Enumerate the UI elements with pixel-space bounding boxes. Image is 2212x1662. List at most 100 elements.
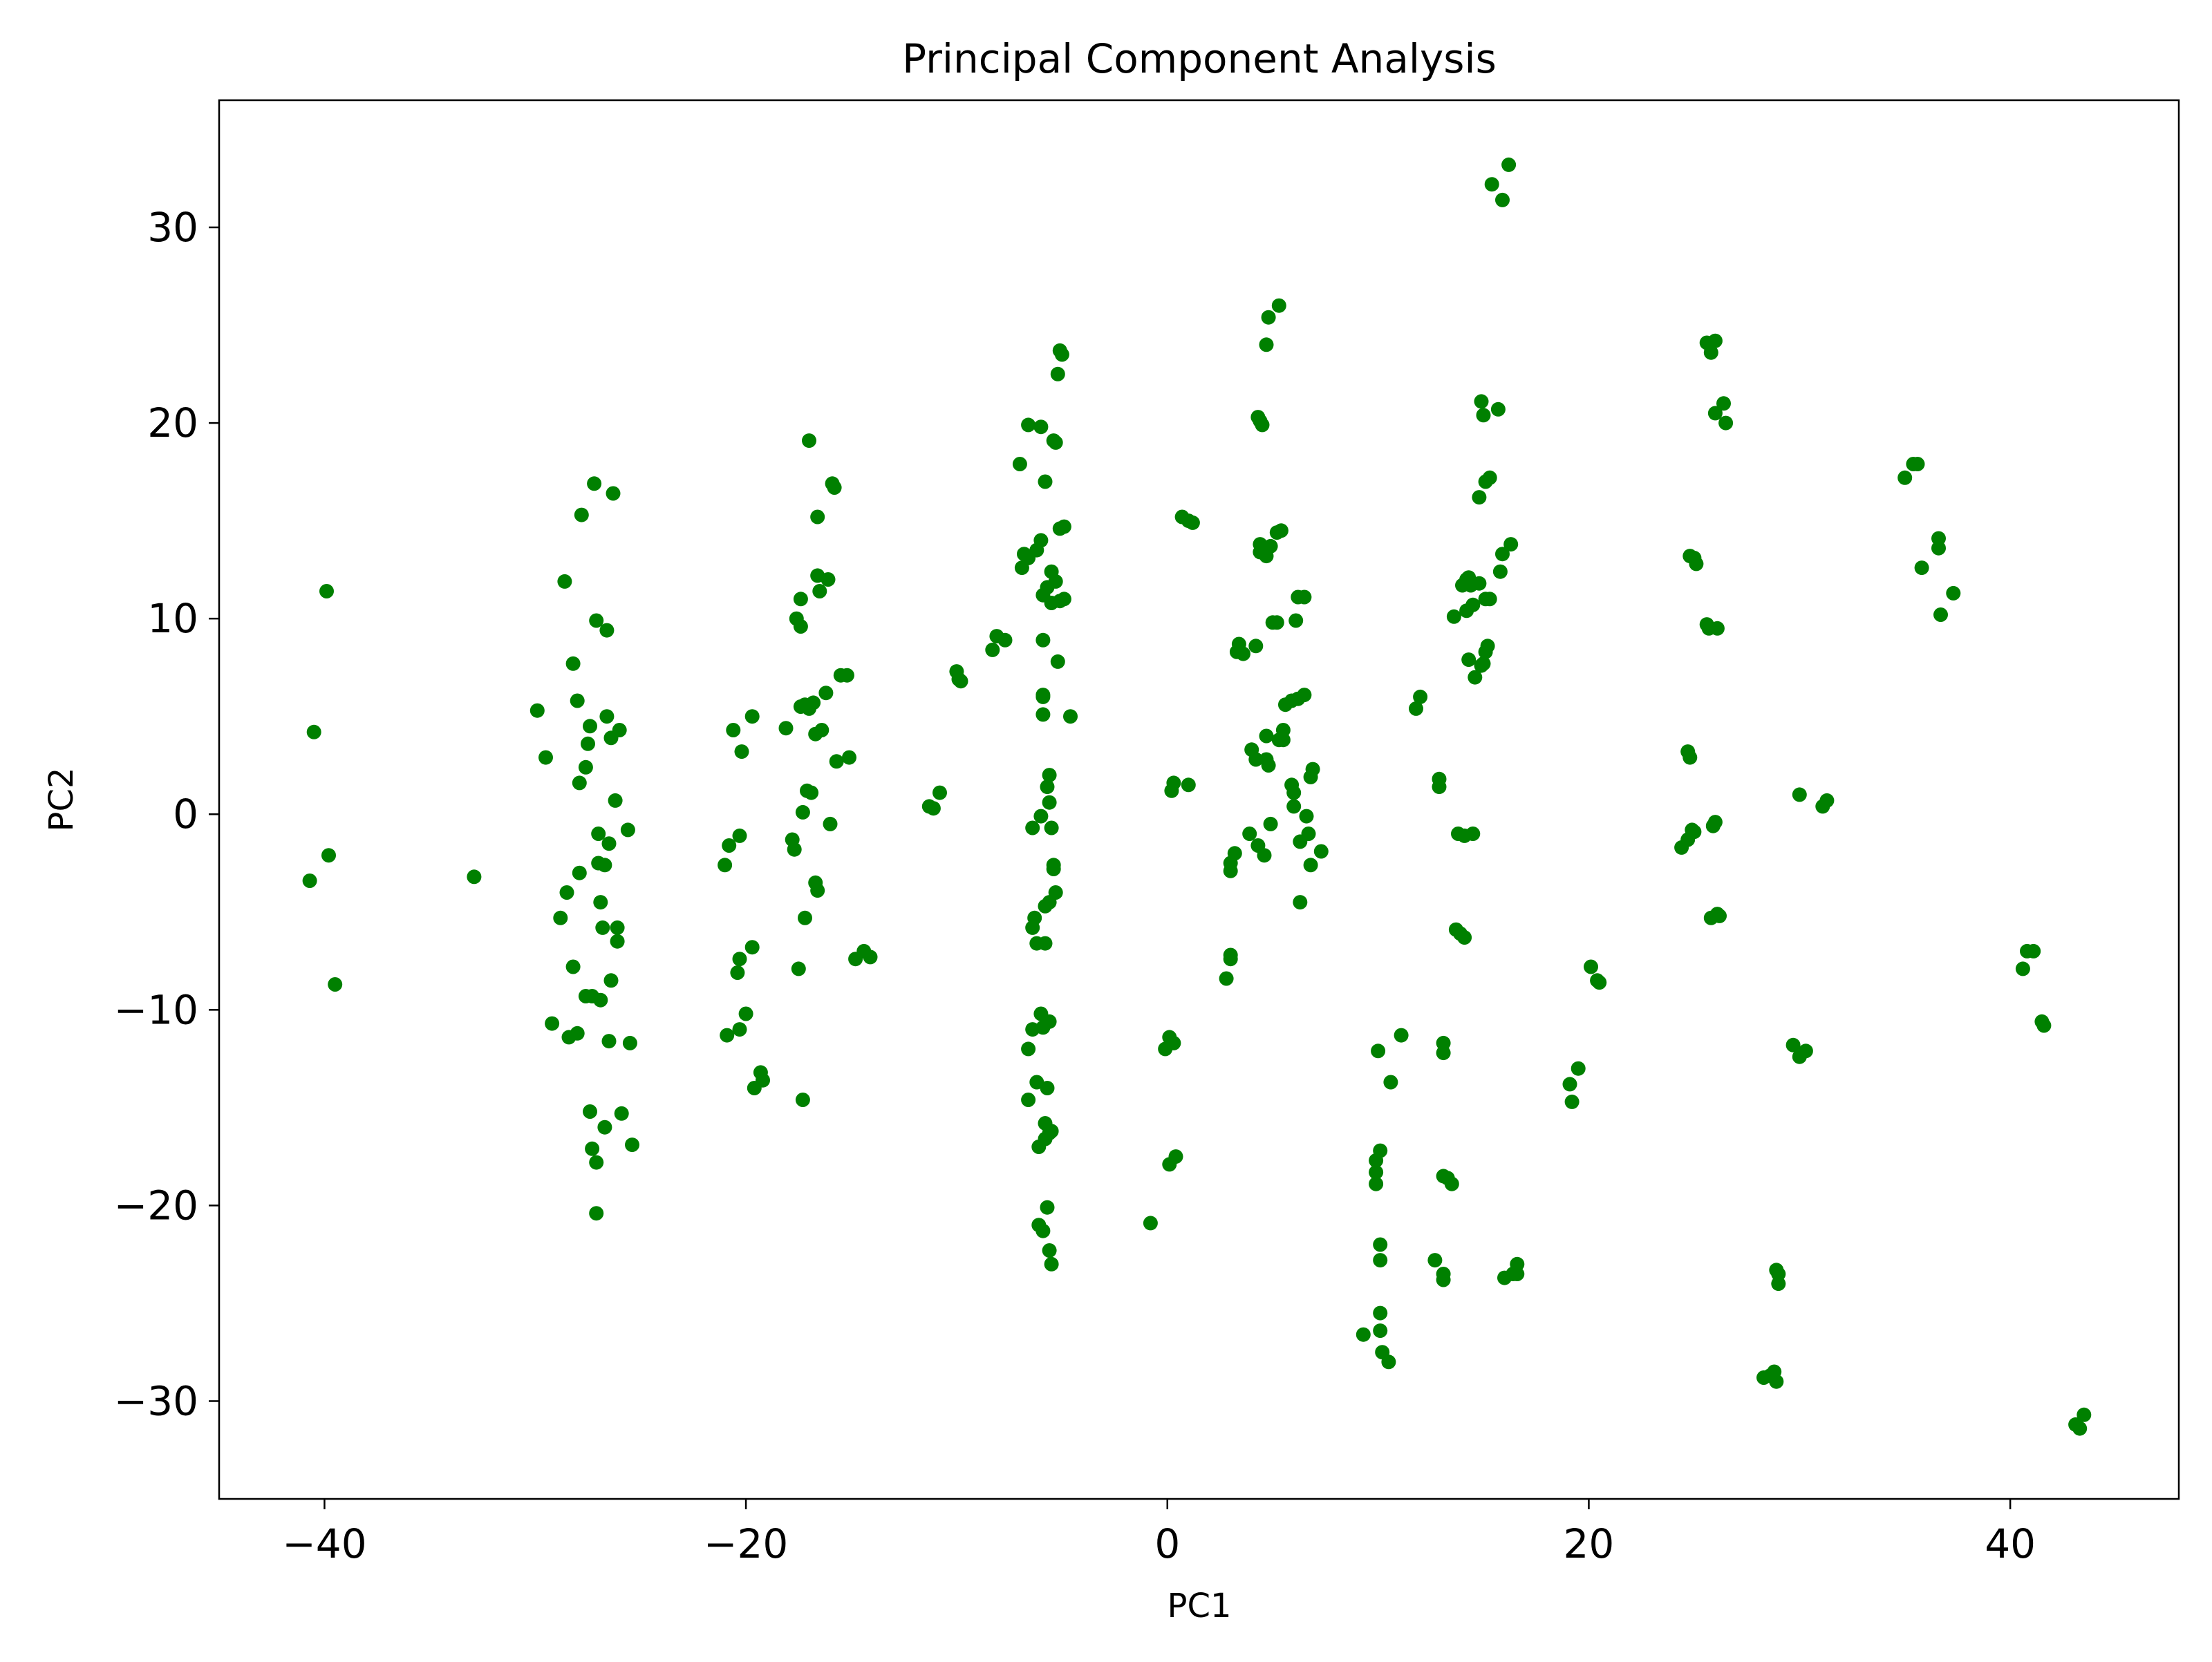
data-point <box>778 721 794 736</box>
y-tick-label: 0 <box>173 791 198 838</box>
data-point <box>1356 1327 1371 1342</box>
data-point <box>1263 816 1278 831</box>
data-point <box>1293 895 1308 910</box>
data-point <box>1501 157 1517 172</box>
data-point <box>610 920 625 935</box>
data-point <box>1248 752 1264 767</box>
data-point <box>1910 457 1925 471</box>
data-point <box>2015 961 2030 976</box>
data-point <box>625 1137 639 1153</box>
data-point <box>572 865 587 880</box>
data-point <box>1223 863 1238 878</box>
data-point <box>1044 1124 1059 1139</box>
data-point <box>1166 775 1181 791</box>
data-point <box>821 572 836 587</box>
data-point <box>565 959 581 974</box>
data-point <box>1040 1081 1055 1095</box>
data-point <box>804 785 819 800</box>
data-point <box>1683 750 1698 765</box>
data-point <box>1275 723 1291 737</box>
data-point <box>953 674 968 689</box>
data-point <box>1709 621 1725 636</box>
data-point <box>1297 688 1312 703</box>
data-point <box>1564 1094 1580 1109</box>
data-point <box>2072 1421 2088 1436</box>
data-point <box>1269 615 1284 630</box>
data-point <box>1465 827 1481 841</box>
data-point <box>1168 1149 1183 1164</box>
data-point <box>1012 457 1027 471</box>
data-point <box>1305 762 1320 777</box>
data-point <box>574 507 589 522</box>
data-point <box>1465 597 1481 612</box>
data-point <box>1299 809 1314 824</box>
data-point <box>597 858 612 873</box>
data-point <box>1490 402 1506 417</box>
data-point <box>818 686 834 701</box>
data-point <box>1933 607 1948 622</box>
y-tick-label: 10 <box>147 595 198 642</box>
data-point <box>593 992 608 1008</box>
data-point <box>732 1022 747 1037</box>
data-point <box>1050 654 1065 669</box>
data-point <box>1301 827 1316 841</box>
data-points <box>302 157 2092 1436</box>
data-point <box>1432 780 1447 795</box>
data-point <box>1181 777 1196 793</box>
data-point <box>1381 1354 1396 1370</box>
data-point <box>1383 1075 1398 1090</box>
data-point <box>1263 538 1278 554</box>
data-point <box>1166 1035 1181 1050</box>
data-point <box>744 940 760 955</box>
data-point <box>587 476 602 491</box>
data-point <box>593 895 608 910</box>
data-point <box>467 869 482 885</box>
data-point <box>1687 824 1702 840</box>
data-point <box>1257 848 1272 863</box>
data-point <box>1033 533 1049 548</box>
data-point <box>1427 1253 1443 1268</box>
data-point <box>1042 1014 1057 1029</box>
data-point <box>559 885 574 900</box>
data-point <box>328 977 343 992</box>
data-point <box>595 920 610 935</box>
y-tick-label: −20 <box>114 1182 198 1229</box>
data-point <box>1769 1374 1784 1389</box>
data-point <box>744 709 760 724</box>
data-point <box>1474 394 1489 409</box>
data-point <box>529 703 545 718</box>
data-point <box>1771 1276 1786 1292</box>
data-point <box>722 838 737 853</box>
data-point <box>591 827 606 841</box>
data-point <box>1931 540 1946 556</box>
data-point <box>1468 670 1483 685</box>
data-point <box>1040 780 1055 795</box>
data-point <box>583 1104 597 1119</box>
data-point <box>823 816 838 831</box>
data-point <box>1571 1061 1586 1076</box>
data-point <box>756 1073 770 1088</box>
data-point <box>1288 613 1304 628</box>
data-point <box>2026 943 2041 959</box>
data-point <box>538 750 553 765</box>
data-point <box>1021 1041 1036 1057</box>
data-point <box>606 486 621 501</box>
data-point <box>1819 793 1835 808</box>
data-point <box>1472 490 1487 505</box>
data-point <box>2036 1018 2052 1033</box>
data-point <box>1369 1176 1384 1191</box>
data-point <box>1056 519 1071 534</box>
data-point <box>1472 576 1487 591</box>
data-point <box>1457 930 1472 945</box>
data-point <box>842 750 856 765</box>
data-point <box>1271 298 1286 313</box>
data-point <box>553 910 568 925</box>
data-point <box>545 1016 560 1031</box>
data-point <box>1048 885 1063 900</box>
data-point <box>732 952 747 967</box>
plot-frame <box>218 99 2180 1500</box>
data-point <box>1255 417 1270 433</box>
data-point <box>718 858 733 873</box>
data-point <box>1286 785 1302 800</box>
data-point <box>1510 1267 1525 1281</box>
